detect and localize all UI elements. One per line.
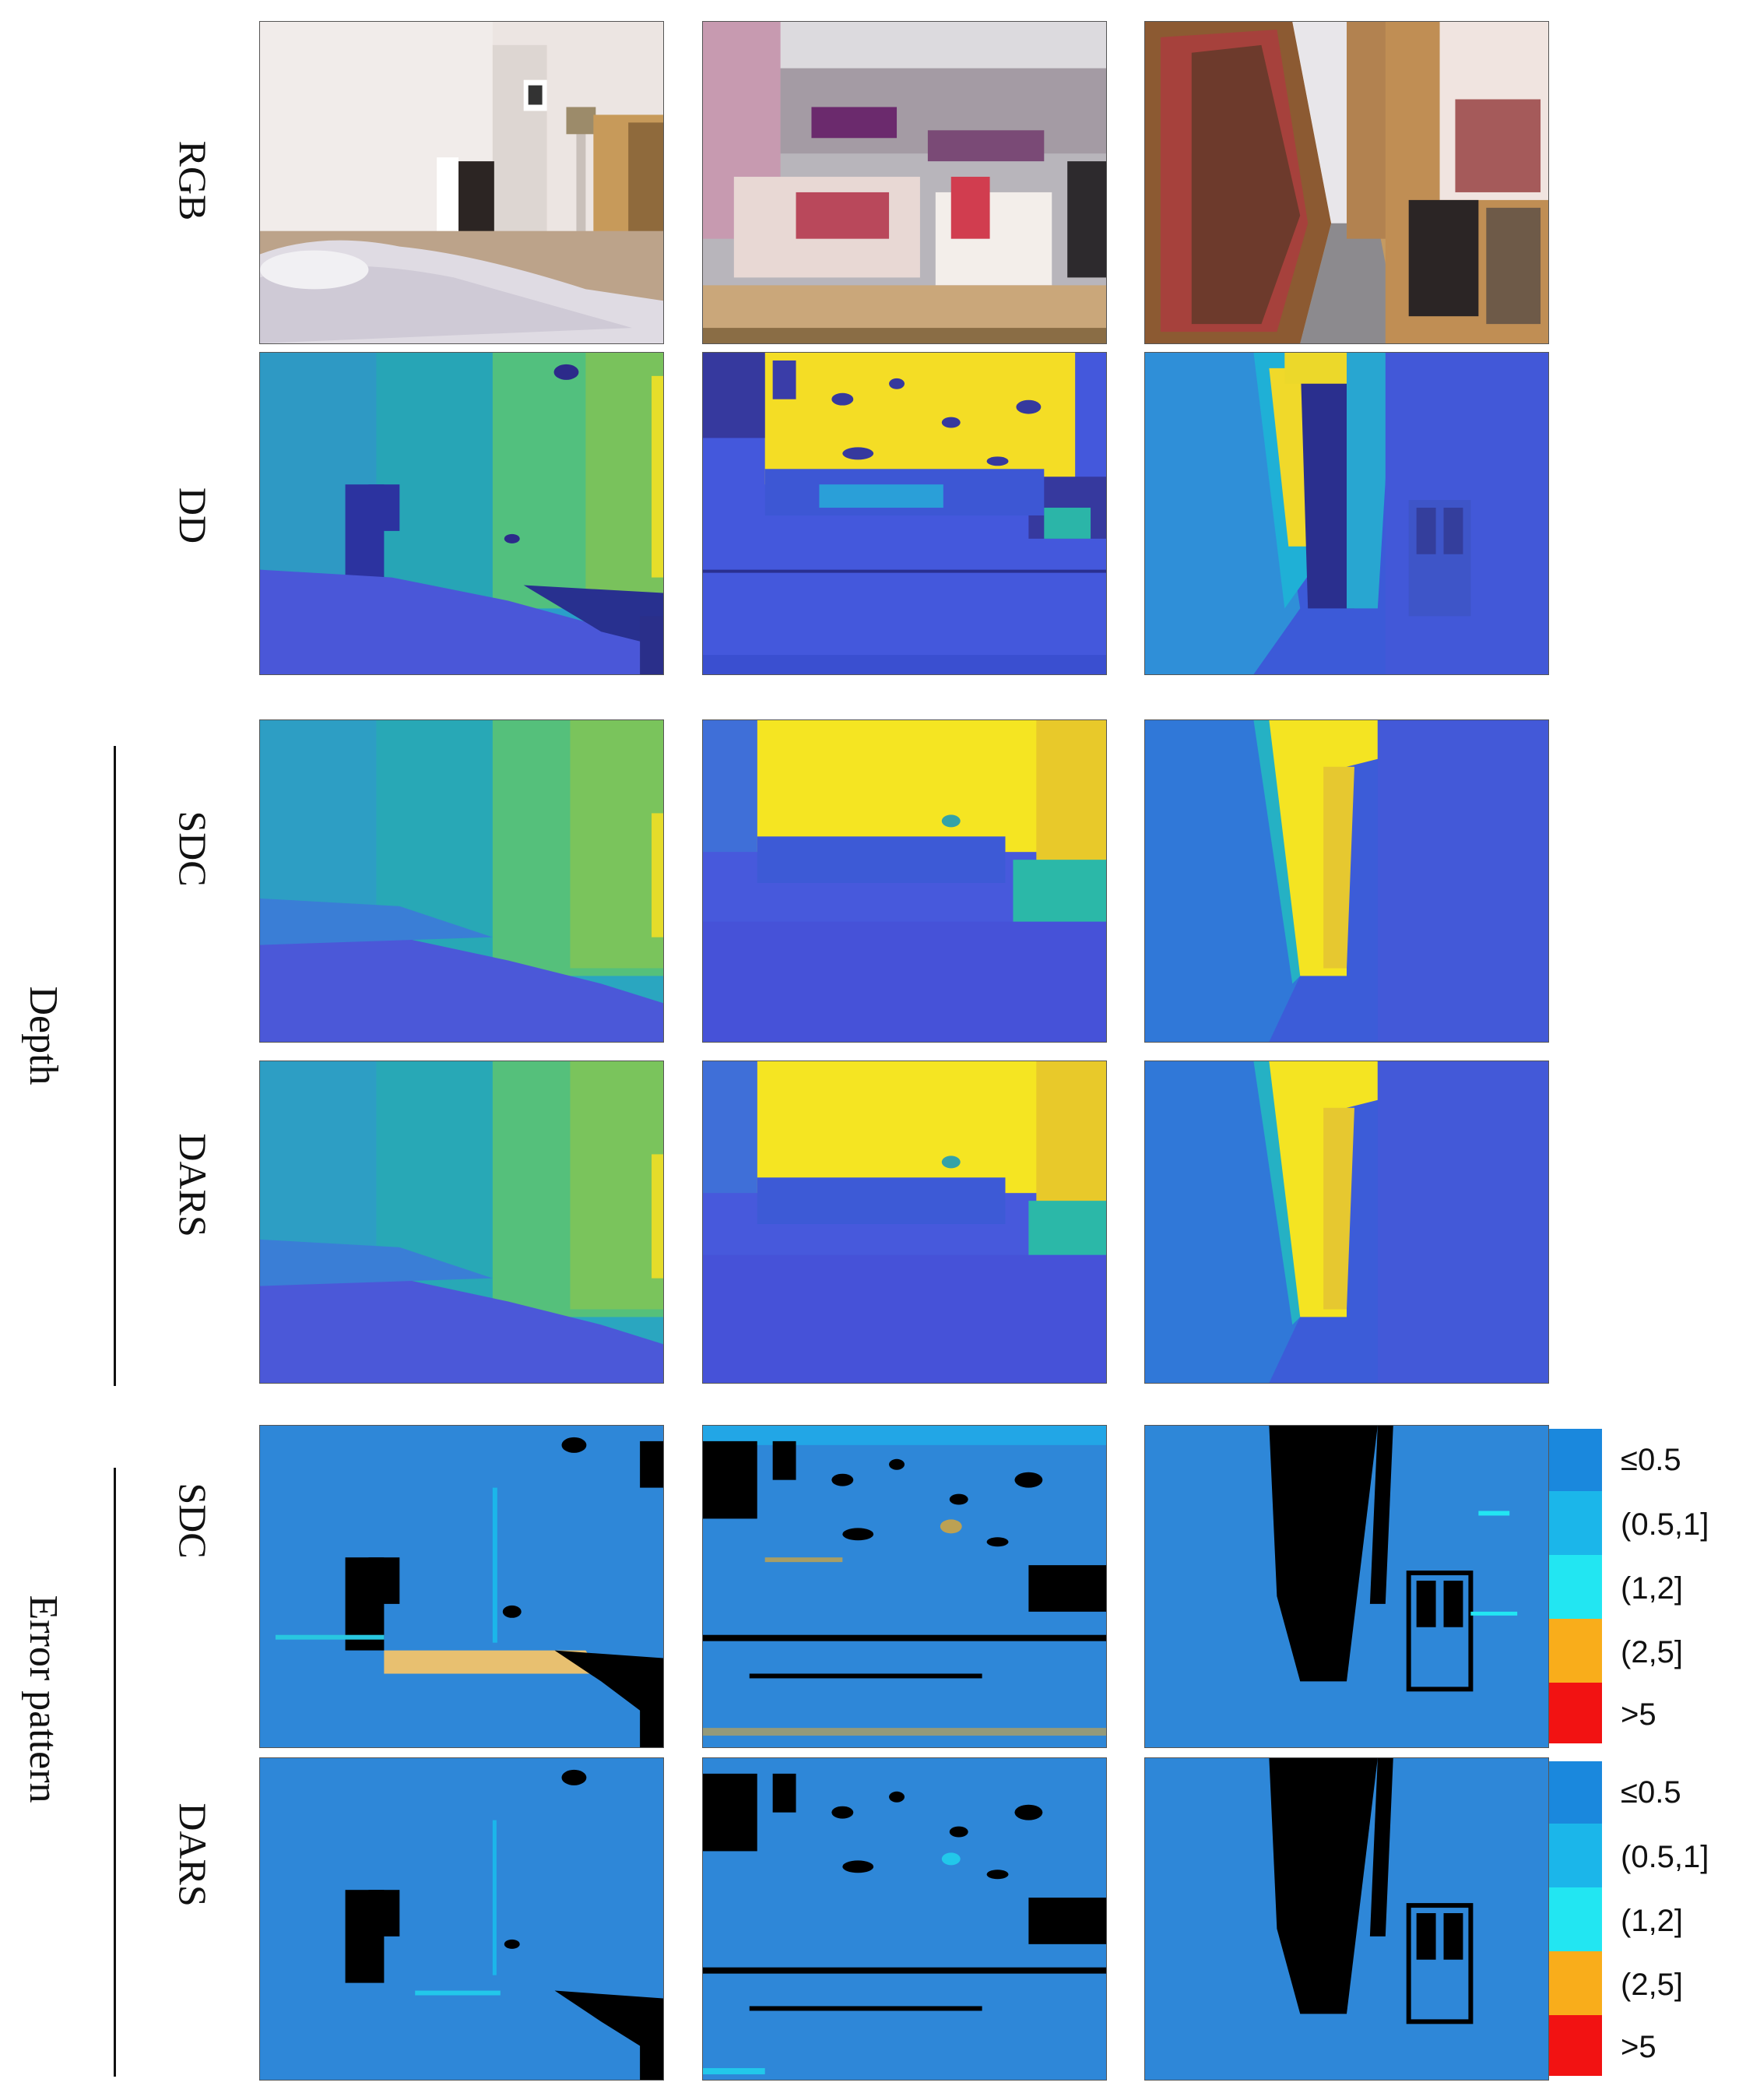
sdc-store-error [702, 1425, 1107, 1748]
sdc-bedroom-error [259, 1425, 664, 1748]
rgb-bedroom-image [259, 21, 664, 344]
dars-library-error [1144, 1757, 1549, 2081]
legend-swatch [1549, 1429, 1602, 1491]
legend-label: >5 [1621, 2030, 1656, 2064]
legend-label: (0.5,1] [1621, 1507, 1709, 1542]
group-label-error-pattern: Error pattern [21, 1595, 65, 1803]
row-label-dd: DD [171, 487, 215, 544]
legend-label: ≤0.5 [1621, 1775, 1681, 1810]
dars-library-depth [1144, 1061, 1549, 1384]
row-label-sdc-depth: SDC [171, 811, 215, 887]
legend-swatch [1549, 1555, 1602, 1619]
legend-label: (1,2] [1621, 1904, 1684, 1938]
row-label-sdc-error: SDC [171, 1483, 215, 1559]
legend-swatch [1549, 1824, 1602, 1887]
legend-label: (0.5,1] [1621, 1840, 1709, 1874]
legend-swatch [1549, 1887, 1602, 1951]
legend-label: (2,5] [1621, 1635, 1684, 1669]
dars-bedroom-depth [259, 1061, 664, 1384]
dars-store-depth [702, 1061, 1107, 1384]
sdc-store-depth [702, 719, 1107, 1043]
legend-swatch [1549, 1683, 1602, 1743]
rgb-store-image [702, 21, 1107, 344]
group-label-depth: Depth [21, 986, 65, 1085]
dars-store-error [702, 1757, 1107, 2081]
legend-swatch [1549, 2015, 1602, 2076]
legend-label: (1,2] [1621, 1571, 1684, 1606]
dars-bedroom-error [259, 1757, 664, 2081]
legend-label: (2,5] [1621, 1968, 1684, 2002]
sdc-bedroom-depth [259, 719, 664, 1043]
legend-swatch [1549, 1619, 1602, 1683]
error-group-line [114, 1468, 116, 2077]
error-legend-top [1549, 1429, 1602, 1743]
dd-bedroom-depth [259, 352, 664, 675]
sdc-library-error [1144, 1425, 1549, 1748]
depth-group-line [114, 746, 116, 1386]
row-label-dars-error: DARS [171, 1803, 215, 1907]
row-label-rgb: RGB [171, 140, 215, 221]
legend-label: >5 [1621, 1697, 1656, 1732]
rgb-library-image [1144, 21, 1549, 344]
legend-swatch [1549, 1491, 1602, 1555]
dd-library-depth [1144, 352, 1549, 675]
error-legend-bottom [1549, 1761, 1602, 2076]
legend-label: ≤0.5 [1621, 1443, 1681, 1477]
row-label-dars-depth: DARS [171, 1133, 215, 1237]
sdc-library-depth [1144, 719, 1549, 1043]
legend-swatch [1549, 1761, 1602, 1824]
dd-store-depth [702, 352, 1107, 675]
legend-swatch [1549, 1951, 1602, 2015]
